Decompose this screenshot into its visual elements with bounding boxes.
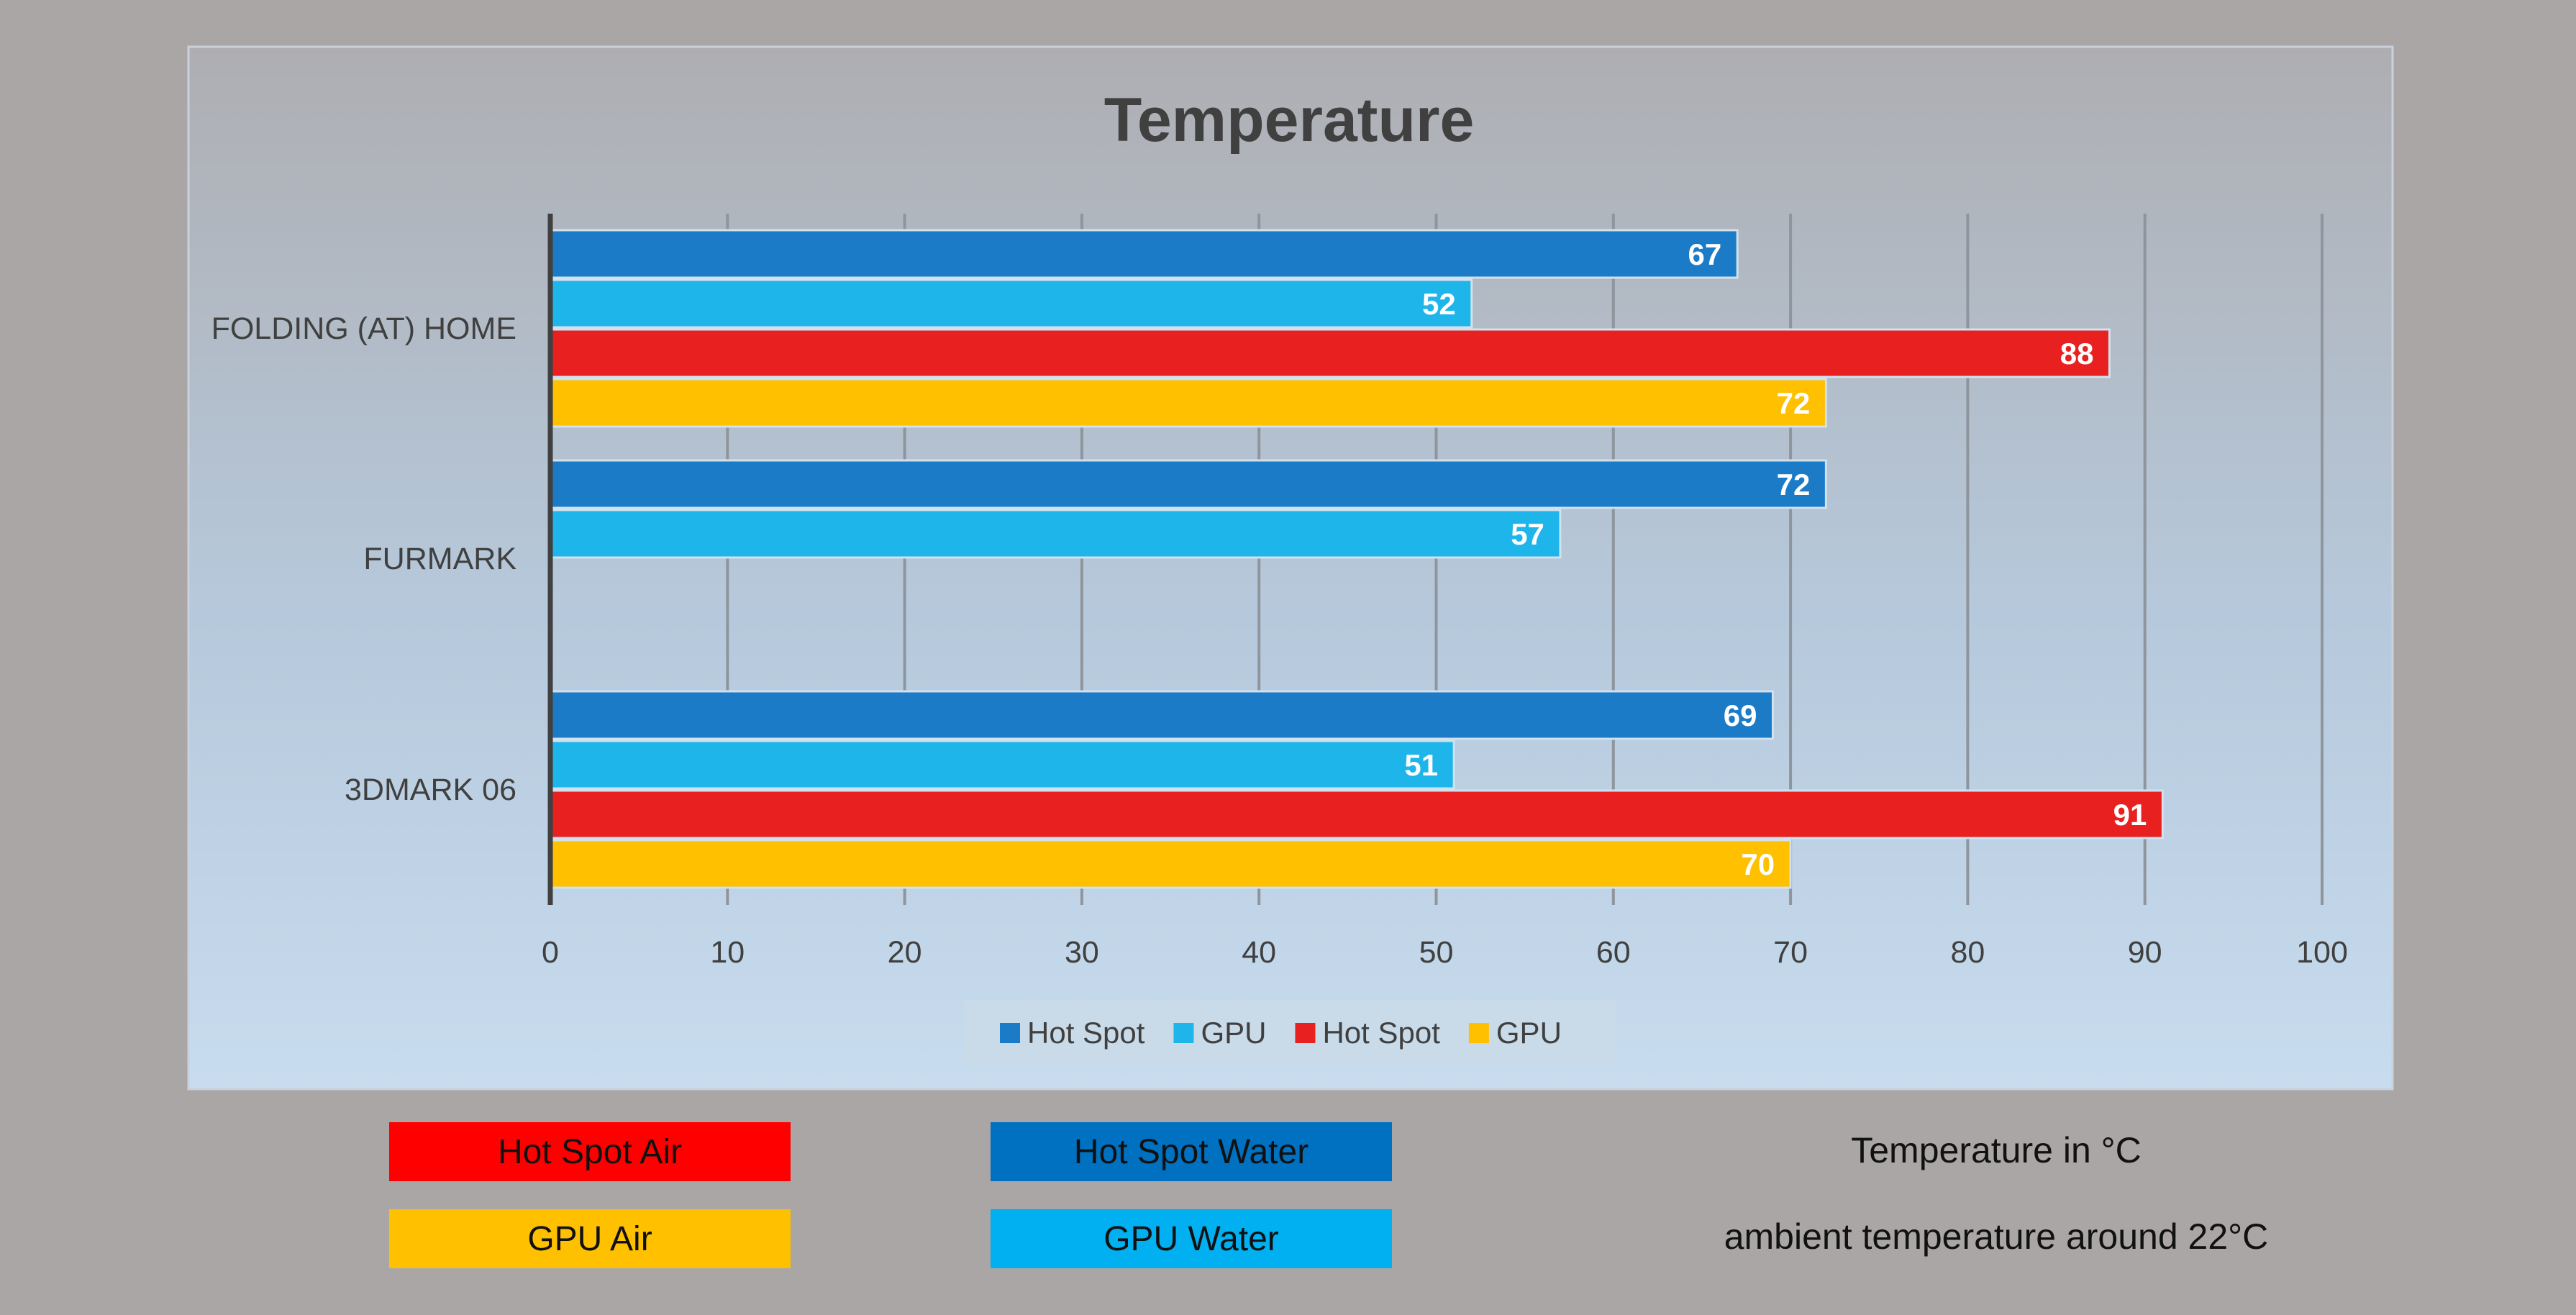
bar [549, 459, 1827, 509]
key-gpu-air: GPU Air [389, 1209, 791, 1268]
legend-swatch [1000, 1023, 1020, 1043]
key-gpu-air-label: GPU Air [527, 1219, 652, 1258]
chart-panel [187, 45, 2394, 1091]
legend-label: Hot Spot [1322, 1016, 1440, 1050]
data-label: 72 [1777, 386, 1811, 420]
key-hot-spot-air: Hot Spot Air [389, 1122, 791, 1181]
x-tick-label: 60 [1596, 935, 1631, 970]
legend-swatch [1295, 1023, 1316, 1043]
legend-label: GPU [1496, 1016, 1562, 1050]
chart-title: Temperature [1104, 86, 1475, 155]
bar [549, 740, 1455, 790]
category-label: FOLDING (AT) HOME [211, 311, 516, 346]
data-label: 67 [1688, 237, 1721, 271]
bar [549, 229, 1739, 279]
legend-swatch [1468, 1023, 1489, 1043]
data-label: 88 [2060, 337, 2094, 370]
key-hot-spot-water: Hot Spot Water [991, 1122, 1392, 1181]
data-label: 72 [1777, 468, 1811, 501]
data-label: 91 [2113, 798, 2147, 832]
bar [549, 328, 2111, 378]
legend-panel [964, 1000, 1616, 1066]
data-label: 70 [1741, 847, 1775, 881]
data-label: 52 [1422, 287, 1456, 321]
key-hot-spot-water-label: Hot Spot Water [1073, 1132, 1309, 1171]
key-gpu-water-label: GPU Water [1103, 1219, 1279, 1258]
x-tick-label: 40 [1242, 935, 1276, 970]
key-gpu-water: GPU Water [991, 1209, 1392, 1268]
legend-label: Hot Spot [1027, 1016, 1145, 1050]
x-tick-label: 10 [710, 935, 745, 970]
ambient-note: ambient temperature around 22°C [1724, 1216, 2269, 1257]
x-tick-label: 50 [1419, 935, 1454, 970]
bar [549, 278, 1473, 329]
data-label: 51 [1404, 748, 1438, 782]
bar [549, 839, 1792, 889]
legend-label: GPU [1201, 1016, 1266, 1050]
data-label: 57 [1511, 517, 1544, 551]
bar [549, 690, 1774, 740]
bar [549, 789, 2164, 839]
x-tick-label: 100 [2296, 935, 2348, 970]
x-tick-label: 0 [542, 935, 559, 970]
x-tick-label: 30 [1065, 935, 1099, 970]
category-label: 3DMARK 06 [345, 773, 516, 807]
x-tick-label: 80 [1950, 935, 1985, 970]
x-tick-label: 20 [888, 935, 922, 970]
data-label: 69 [1724, 699, 1757, 732]
legend-swatch [1173, 1023, 1194, 1043]
x-tick-label: 70 [1773, 935, 1808, 970]
bar [549, 378, 1827, 428]
x-tick-label: 90 [2128, 935, 2162, 970]
unit-note: Temperature in °C [1851, 1130, 2142, 1170]
bar [549, 509, 1562, 559]
key-hot-spot-air-label: Hot Spot Air [497, 1132, 683, 1171]
category-label: FURMARK [363, 542, 516, 576]
